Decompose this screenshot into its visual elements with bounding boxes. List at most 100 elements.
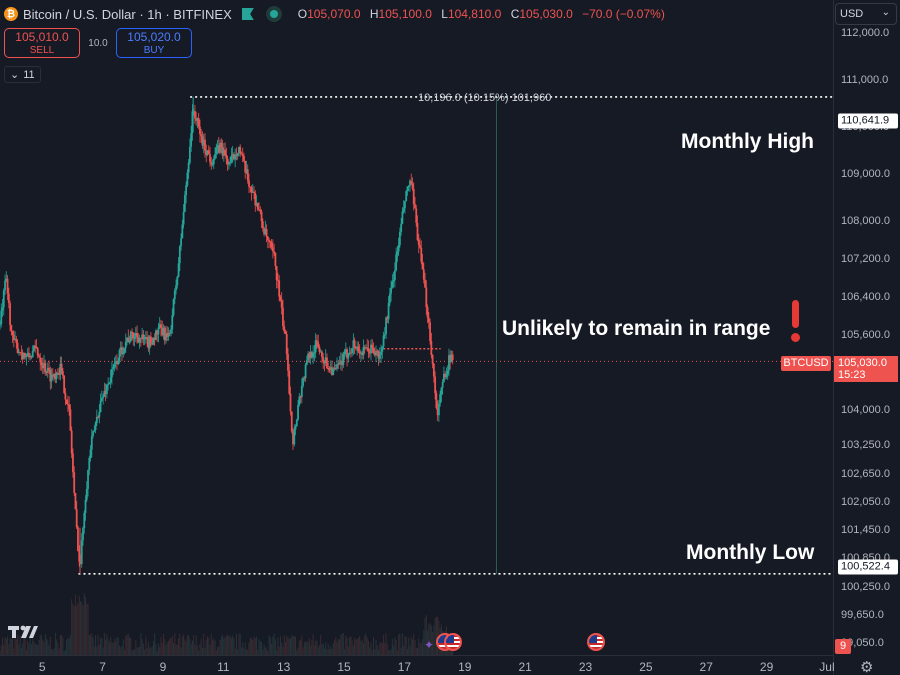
volume-bar	[405, 636, 407, 655]
currency-value: USD	[840, 8, 864, 20]
volume-bar	[10, 638, 12, 655]
candle-body	[436, 408, 439, 416]
volume-bar	[283, 635, 285, 655]
volume-bar	[97, 635, 99, 655]
volume-bar	[378, 649, 380, 655]
candle-body	[133, 336, 136, 339]
volume-bar	[209, 645, 211, 655]
candle-body	[337, 364, 340, 366]
volume-bar	[15, 639, 17, 655]
volume-bar	[200, 638, 202, 655]
indicators-toggle[interactable]: ⌄ 11	[4, 66, 41, 83]
candle-body	[266, 236, 269, 241]
volume-bar	[105, 639, 107, 655]
volume-bar	[2, 637, 4, 655]
candle-body	[121, 347, 123, 355]
volume-bar	[214, 640, 216, 655]
us-flag-icon[interactable]	[587, 633, 605, 651]
candle-body	[347, 353, 350, 359]
volume-bar	[435, 616, 437, 655]
candle-body	[417, 240, 420, 245]
time-axis[interactable]	[0, 655, 833, 675]
candle-body	[109, 377, 112, 383]
currency-select[interactable]: USD ⌄	[835, 3, 897, 25]
candle-body	[343, 351, 346, 355]
volume-bar	[110, 637, 112, 655]
volume-bar	[165, 644, 167, 655]
volume-bar	[263, 644, 265, 655]
candle-body	[264, 228, 267, 235]
volume-bar	[354, 637, 356, 655]
candle-body	[395, 254, 398, 271]
volume-bar	[125, 636, 127, 655]
candle-body	[56, 372, 59, 375]
symbol-title[interactable]: Bitcoin / U.S. Dollar · 1h · BITFINEX	[23, 6, 232, 22]
candle-body	[386, 317, 389, 320]
candle-body	[367, 348, 370, 352]
candle-body	[231, 154, 234, 156]
measure-label: 10,196.0 (10.15%) 101,960	[418, 92, 552, 104]
candle-body	[342, 354, 345, 366]
last-price-box: 105,030.0 15:23	[834, 356, 898, 382]
volume-bar	[386, 643, 388, 655]
gear-icon[interactable]: ⚙	[860, 659, 874, 675]
candle-body	[425, 287, 428, 308]
indicator-count: 11	[23, 68, 35, 81]
sell-button[interactable]: 105,010.0 SELL	[4, 28, 80, 58]
candle-body	[132, 332, 135, 339]
volume-bar	[332, 643, 334, 655]
volume-bar	[24, 637, 26, 655]
candle-body	[326, 357, 328, 369]
candle-body	[216, 145, 219, 148]
volume-bar	[295, 636, 297, 655]
candle-body	[202, 139, 205, 146]
volume-bar	[271, 643, 273, 655]
tradingview-logo-icon[interactable]	[8, 624, 38, 642]
candle-body	[352, 340, 355, 349]
candle-body	[194, 111, 196, 119]
candle-body	[99, 400, 102, 412]
volume-bar	[93, 646, 95, 655]
us-flag-icon[interactable]	[444, 633, 462, 651]
candle-body	[344, 349, 347, 352]
volume-bar	[46, 638, 48, 655]
candle-body	[414, 204, 416, 209]
volume-bar	[264, 647, 266, 655]
volume-bar	[92, 637, 94, 655]
volume-bar	[62, 637, 64, 655]
candle-body	[280, 300, 283, 308]
candle-body	[131, 331, 133, 333]
candle-body	[197, 118, 200, 127]
volume-bar	[325, 642, 327, 655]
flag-icon[interactable]	[241, 8, 254, 20]
candle-body	[260, 211, 263, 222]
candle-body	[185, 185, 188, 196]
volume-bar	[432, 631, 434, 655]
candle-body	[234, 154, 237, 160]
candle-body	[136, 332, 138, 338]
volume-bar	[193, 634, 195, 655]
buy-button[interactable]: 105,020.0 BUY	[116, 28, 192, 58]
volume-bar	[365, 633, 367, 655]
volume-bar	[152, 640, 154, 655]
volume-bar	[361, 639, 363, 655]
candle-body	[100, 398, 103, 401]
volume-bar	[169, 639, 171, 655]
candle-body	[80, 540, 83, 564]
star-icon[interactable]: ✦	[424, 638, 435, 652]
sell-price: 105,010.0	[15, 30, 69, 44]
volume-bar	[12, 634, 14, 655]
candle-body	[201, 136, 204, 146]
alerts-badge[interactable]: 9	[835, 639, 851, 654]
volume-bar	[107, 639, 109, 655]
candle-body	[45, 371, 48, 373]
volume-bar	[415, 648, 417, 655]
candle-body	[128, 341, 131, 343]
candle-body	[405, 191, 408, 202]
symbol-header: ₿ Bitcoin / U.S. Dollar · 1h · BITFINEX …	[4, 4, 671, 24]
candle-body	[224, 149, 227, 155]
volume-bar	[8, 644, 10, 655]
volume-bar	[42, 639, 44, 655]
candle-body	[317, 341, 320, 347]
candle-body	[107, 383, 110, 385]
